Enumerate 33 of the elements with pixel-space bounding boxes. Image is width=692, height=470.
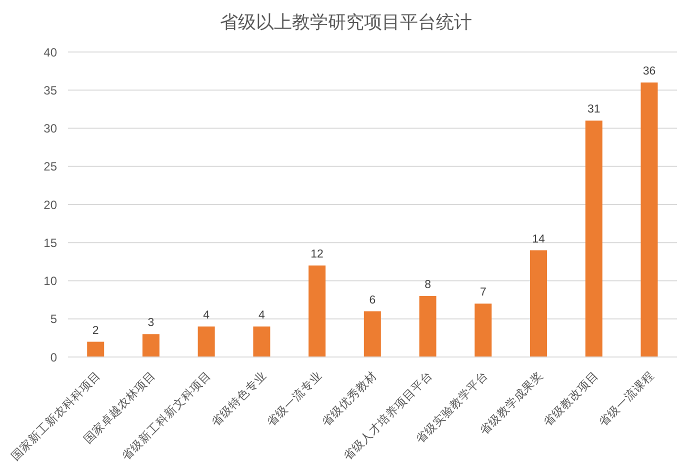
bar <box>87 342 104 357</box>
y-tick-label: 10 <box>44 274 58 288</box>
y-tick-label: 40 <box>44 45 58 60</box>
data-label: 31 <box>587 104 600 116</box>
data-label: 4 <box>203 310 210 322</box>
bar <box>253 326 270 357</box>
x-tick-label: 省级教改项目 <box>541 369 602 430</box>
bar <box>474 304 492 357</box>
bar <box>364 311 381 357</box>
bar <box>640 82 658 357</box>
data-label: 7 <box>480 286 486 299</box>
bar <box>198 326 215 357</box>
chart-title: 省级以上教学研究项目平台统计 <box>220 11 472 34</box>
data-label: 12 <box>310 248 324 260</box>
data-label: 4 <box>258 310 266 322</box>
data-label: 6 <box>369 294 376 306</box>
data-label: 3 <box>148 317 154 330</box>
y-tick-label: 0 <box>50 350 58 364</box>
data-label: 8 <box>424 279 431 291</box>
bar <box>530 250 548 357</box>
bar <box>585 120 602 357</box>
data-label: 36 <box>642 66 656 78</box>
y-tick-label: 15 <box>44 236 58 250</box>
y-tick-label: 20 <box>44 198 58 212</box>
data-label: 2 <box>92 324 99 337</box>
y-tick-label: 35 <box>44 83 58 98</box>
y-tick-label: 30 <box>44 122 58 136</box>
bar <box>142 334 160 357</box>
data-label: 14 <box>532 233 546 246</box>
bar <box>308 266 326 357</box>
bar <box>419 296 436 357</box>
y-tick-label: 25 <box>44 160 58 174</box>
y-tick-label: 5 <box>50 312 58 326</box>
